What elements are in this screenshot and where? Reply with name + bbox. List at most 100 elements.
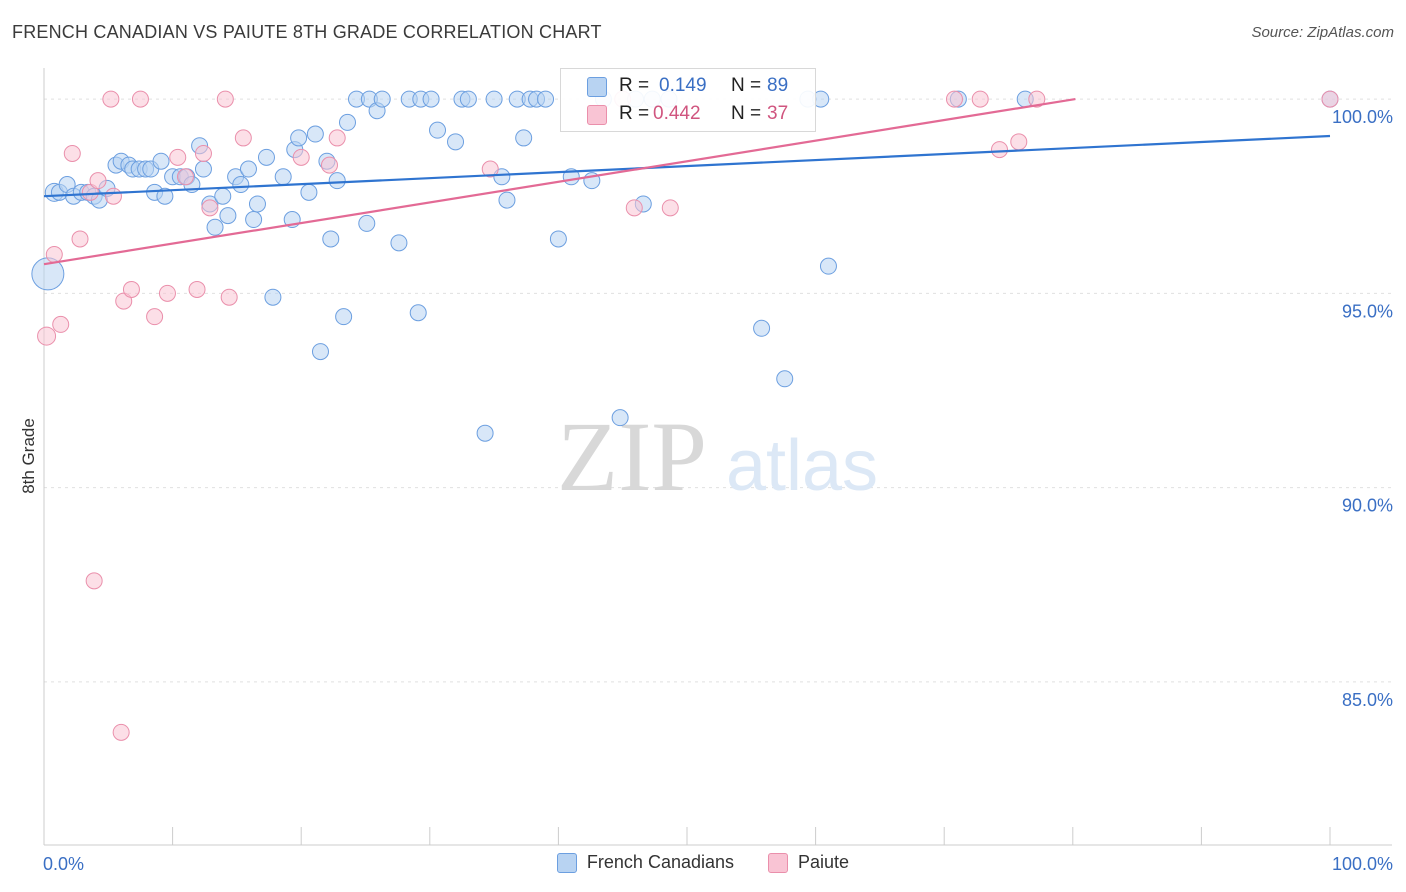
point-paiute [1321,90,1339,108]
legend-item-french-canadians: French Canadians [556,852,735,873]
point-paiute [45,245,63,263]
point-french-canadians [776,370,794,388]
y-tick-labels: 85.0% 90.0% 95.0% 100.0% [1332,107,1393,710]
stats-n-value: 37 [767,103,789,124]
axes [43,68,1392,846]
point-french-canadians [335,308,353,326]
point-french-canadians [476,424,494,442]
point-paiute [216,90,234,108]
point-french-canadians [274,168,292,186]
point-french-canadians [239,160,257,178]
point-paiute [328,129,346,147]
point-paiute [89,172,107,190]
stats-r-label: R = [619,103,650,124]
point-french-canadians [322,230,340,248]
point-french-canadians [611,409,629,427]
y-tick-label: 95.0% [1342,301,1393,321]
point-paiute [63,144,81,162]
point-paiute [122,280,140,298]
point-paiute [234,129,252,147]
legend-swatch-pink [768,852,789,873]
point-french-canadians [311,343,329,361]
point-paiute [1010,133,1028,151]
point-paiute [169,148,187,166]
point-french-canadians [328,172,346,190]
stats-n-label: N = [731,103,762,124]
point-paiute [1028,90,1046,108]
stats-r-label: R = [619,75,650,96]
point-paiute [158,284,176,302]
point-french-canadians [306,125,324,143]
point-paiute [661,199,679,217]
point-french-canadians [753,319,771,337]
point-paiute [201,199,219,217]
stats-r-value: 0.149 [659,75,707,96]
point-paiute [990,141,1008,159]
legend-label: Paiute [798,852,850,872]
point-french-canadians [194,160,212,178]
legend: French Canadians Paiute [0,852,1406,873]
stats-swatch-blue [587,77,607,97]
point-paiute [115,292,133,310]
trend-line-paiute [43,97,1076,266]
point-french-canadians [248,195,266,213]
y-tick-label: 90.0% [1342,496,1393,516]
point-french-canadians [358,214,376,232]
legend-item-paiute: Paiute [768,852,849,873]
point-paiute [102,90,120,108]
legend-label: French Canadians [586,852,735,872]
point-french-canadians [152,152,170,170]
y-tick-label: 85.0% [1342,690,1393,710]
point-paiute [194,144,212,162]
point-paiute [945,90,963,108]
point-paiute [37,326,57,346]
point-french-canadians [819,257,837,275]
watermark-atlas: atlas [726,426,878,506]
stats-box: R = 0.149 N = 89 R = 0.442 N = 37 [560,68,816,132]
point-french-canadians [422,90,440,108]
point-french-canadians [245,211,263,229]
point-french-canadians [373,90,391,108]
chart-title: FRENCH CANADIAN VS PAIUTE 8TH GRADE CORR… [12,22,602,42]
x-tick-label-min: 0.0% [43,854,84,874]
point-paiute [104,187,122,205]
stats-n-value: 89 [767,75,789,96]
point-french-canadians [429,121,447,139]
point-paiute [320,156,338,174]
point-paiute [85,572,103,590]
point-paiute [481,160,499,178]
trend-line-french-canadians [43,134,1331,198]
point-french-canadians [257,148,275,166]
stats-r-value: 0.442 [653,103,701,124]
point-french-canadians [290,129,308,147]
point-french-canadians [537,90,555,108]
point-french-canadians [390,234,408,252]
point-french-canadians [498,191,516,209]
point-french-canadians [264,288,282,306]
point-french-canadians [549,230,567,248]
point-paiute [292,148,310,166]
point-paiute [971,90,989,108]
point-paiute [220,288,238,306]
trend-lines [43,97,1331,266]
point-french-canadians [485,90,503,108]
point-french-canadians [515,129,533,147]
point-french-canadians [300,183,318,201]
point-french-canadians [447,133,465,151]
point-paiute [112,723,130,741]
y-tick-label: 100.0% [1332,107,1393,127]
point-paiute [176,168,194,186]
x-tick-label-max: 100.0% [1332,854,1393,874]
point-french-canadians [206,218,224,236]
point-french-canadians [156,187,174,205]
point-paiute [52,315,70,333]
stats-n-label: N = [731,75,762,96]
point-paiute [131,90,149,108]
point-paiute [81,183,99,201]
point-french-canadians [214,187,232,205]
point-french-canadians [219,207,237,225]
y-axis-label: 8th Grade [19,418,38,494]
legend-swatch-blue [556,852,577,873]
point-french-canadians [232,176,250,194]
